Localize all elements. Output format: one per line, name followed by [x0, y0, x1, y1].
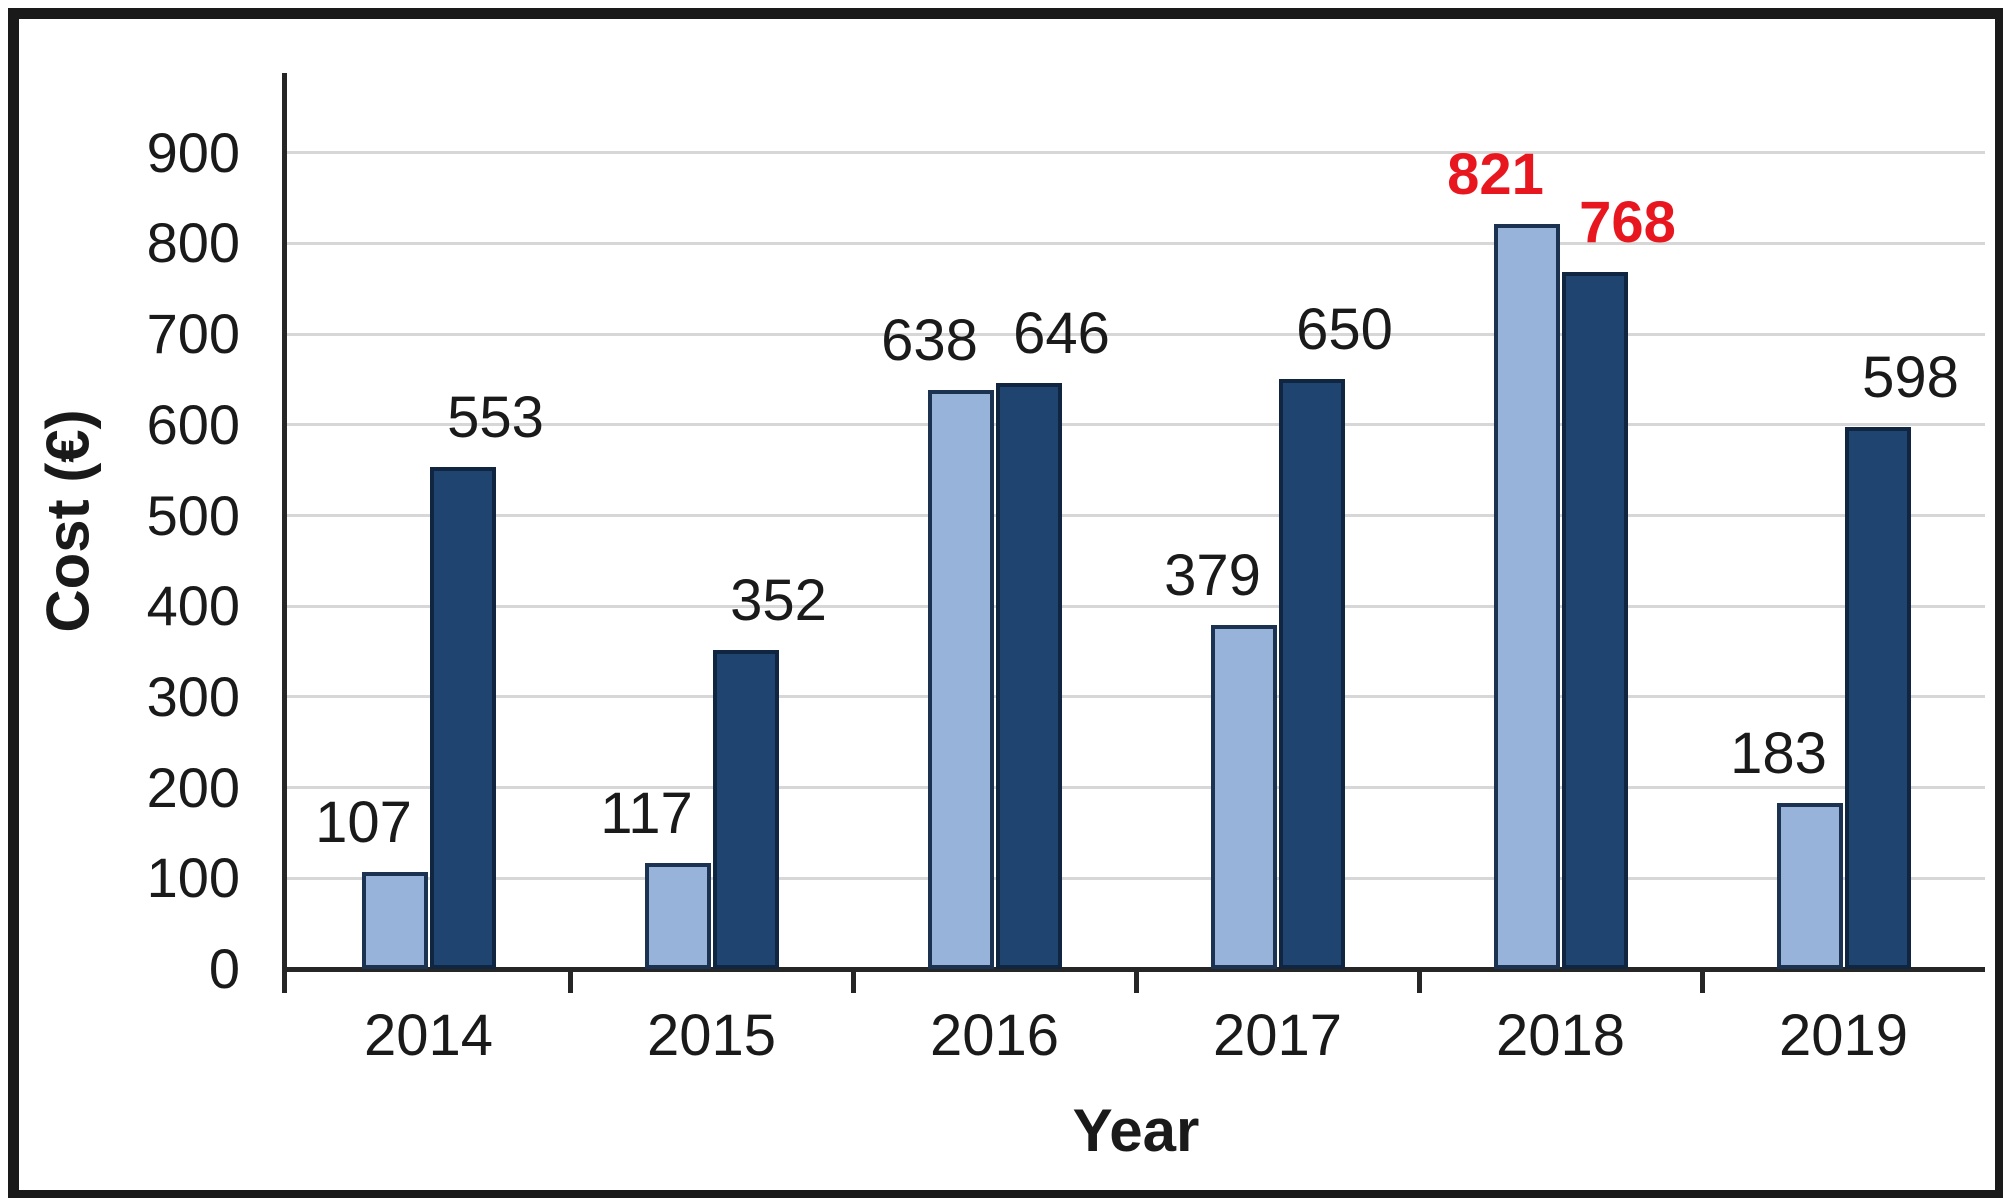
gridline-600	[287, 423, 1985, 427]
x-category-label-2016: 2016	[929, 1003, 1060, 1068]
y-tick-label-600: 600	[146, 392, 240, 456]
value-label-2014-light-blue-bars: 107	[315, 789, 412, 855]
bar-2016-dark-blue-bars	[995, 383, 1062, 969]
x-category-label-2017: 2017	[1212, 1003, 1343, 1068]
gridline-500	[287, 514, 1985, 517]
bar-2019-light-blue-bars	[1776, 803, 1843, 969]
gridline-300	[287, 695, 1985, 699]
value-label-2016-light-blue-bars: 638	[881, 308, 978, 374]
bar-2014-dark-blue-bars	[429, 467, 496, 969]
x-axis-tick-1	[567, 969, 573, 993]
bar-2019-dark-blue-bars	[1844, 426, 1911, 969]
gridline-100	[287, 876, 1985, 880]
y-axis-line	[282, 73, 287, 993]
value-label-2019-light-blue-bars: 183	[1730, 721, 1827, 787]
x-axis-tick-2	[850, 969, 856, 993]
value-label-2017-light-blue-bars: 379	[1164, 543, 1261, 609]
y-tick-label-400: 400	[146, 574, 240, 638]
gridline-400	[287, 604, 1985, 608]
x-axis-tick-3	[1133, 969, 1139, 993]
value-label-2015-dark-blue-bars: 352	[730, 567, 827, 633]
bar-2018-light-blue-bars	[1493, 224, 1560, 969]
y-tick-label-700: 700	[146, 302, 240, 366]
y-tick-label-100: 100	[146, 846, 240, 910]
value-label-2018-dark-blue-bars: 768	[1579, 190, 1676, 256]
bar-2015-light-blue-bars	[644, 862, 711, 969]
bar-2017-dark-blue-bars	[1278, 379, 1345, 969]
bar-2018-dark-blue-bars	[1561, 272, 1628, 969]
x-category-label-2014: 2014	[363, 1003, 494, 1068]
value-label-2016-dark-blue-bars: 646	[1013, 301, 1110, 367]
gridline-200	[287, 786, 1985, 790]
x-category-label-2018: 2018	[1495, 1003, 1626, 1068]
x-axis-tick-5	[1699, 969, 1705, 993]
value-label-2017-dark-blue-bars: 650	[1296, 297, 1393, 363]
y-tick-label-800: 800	[146, 211, 240, 275]
x-axis-tick-4	[1416, 969, 1422, 993]
gridline-900	[287, 151, 1985, 155]
y-tick-label-900: 900	[146, 120, 240, 184]
y-tick-label-500: 500	[146, 483, 240, 547]
x-category-label-2015: 2015	[646, 1003, 777, 1068]
gridline-800	[287, 241, 1985, 245]
y-tick-label-200: 200	[146, 755, 240, 819]
x-category-label-2019: 2019	[1778, 1003, 1909, 1068]
bar-2014-light-blue-bars	[361, 871, 428, 969]
bar-2015-dark-blue-bars	[712, 649, 779, 969]
value-label-2019-dark-blue-bars: 598	[1862, 344, 1959, 410]
x-axis-title: Year	[1072, 1097, 1200, 1164]
bar-2016-light-blue-bars	[927, 390, 994, 969]
gridline-700	[287, 332, 1985, 336]
y-tick-label-300: 300	[146, 664, 240, 728]
value-label-2018-light-blue-bars: 821	[1447, 142, 1544, 208]
bar-2017-light-blue-bars	[1210, 625, 1277, 969]
value-label-2015-light-blue-bars: 117	[600, 780, 693, 846]
y-tick-label-0: 0	[208, 937, 240, 1000]
value-label-2014-dark-blue-bars: 553	[447, 385, 544, 451]
